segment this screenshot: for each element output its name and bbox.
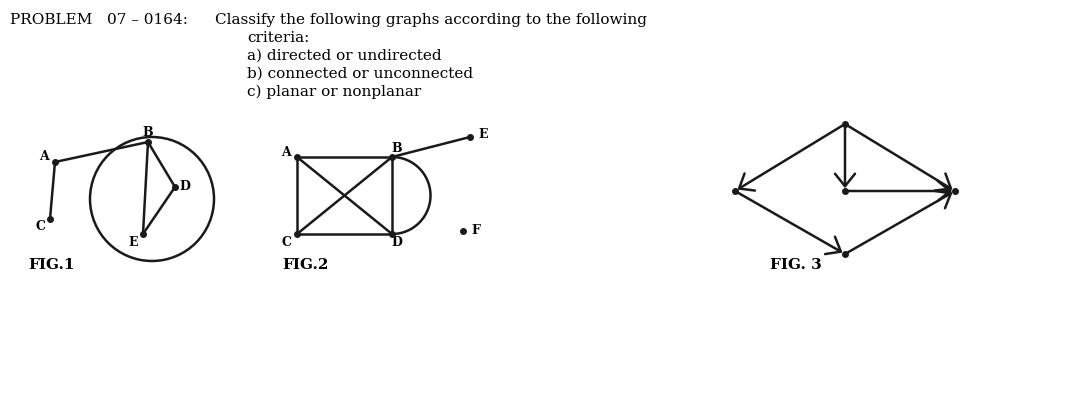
Text: C: C: [281, 236, 291, 249]
Text: E: E: [129, 236, 138, 249]
Text: b) connected or unconnected: b) connected or unconnected: [247, 67, 473, 81]
Text: FIG. 3: FIG. 3: [770, 258, 822, 272]
Text: Classify the following graphs according to the following: Classify the following graphs according …: [215, 13, 647, 27]
Text: A: A: [281, 146, 291, 159]
Text: B: B: [143, 126, 153, 139]
Text: C: C: [35, 220, 45, 234]
Text: criteria:: criteria:: [247, 31, 309, 45]
Text: FIG.1: FIG.1: [28, 258, 75, 272]
Text: F: F: [471, 225, 480, 238]
Text: a) directed or undirected: a) directed or undirected: [247, 49, 442, 63]
Text: FIG.2: FIG.2: [282, 258, 328, 272]
Text: c) planar or nonplanar: c) planar or nonplanar: [247, 85, 421, 99]
Text: PROBLEM   07 – 0164:: PROBLEM 07 – 0164:: [10, 13, 188, 27]
Text: E: E: [478, 128, 487, 142]
Text: A: A: [39, 151, 49, 164]
Text: B: B: [392, 142, 403, 155]
Text: D: D: [392, 236, 403, 249]
Text: D: D: [179, 180, 190, 193]
